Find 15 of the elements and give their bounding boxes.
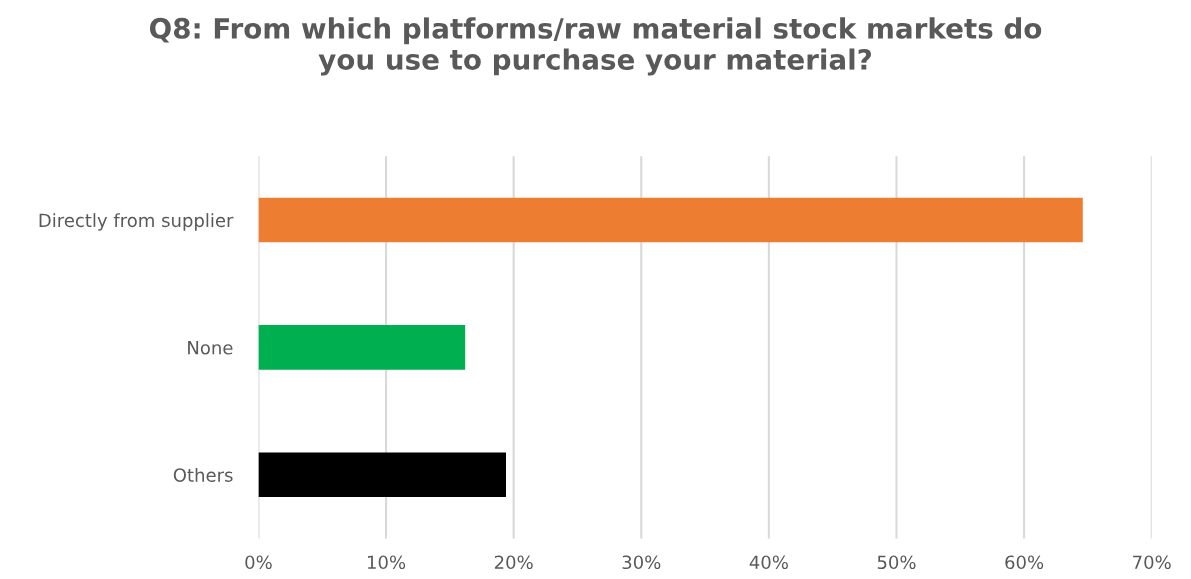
x-tick-label: 50% [877,555,916,570]
x-tick-label: 0% [245,555,272,570]
bar [258,325,466,370]
x-tick-label: 20% [494,555,533,570]
x-tick-label: 70% [1133,555,1171,570]
x-tick-label: 10% [367,555,406,570]
y-tick-label: Others [173,467,233,482]
x-tick-label: 30% [622,555,661,570]
bar [258,452,506,498]
bar [258,197,1083,243]
y-tick-label: None [188,341,233,355]
chart-title: Q8: From which platforms/raw material stock markets do you use to purchase your material? [149,17,1042,76]
x-tick-label: 40% [749,555,788,570]
y-tick-label: Directly from supplier [39,213,234,231]
x-tick-label: 60% [1005,555,1044,570]
